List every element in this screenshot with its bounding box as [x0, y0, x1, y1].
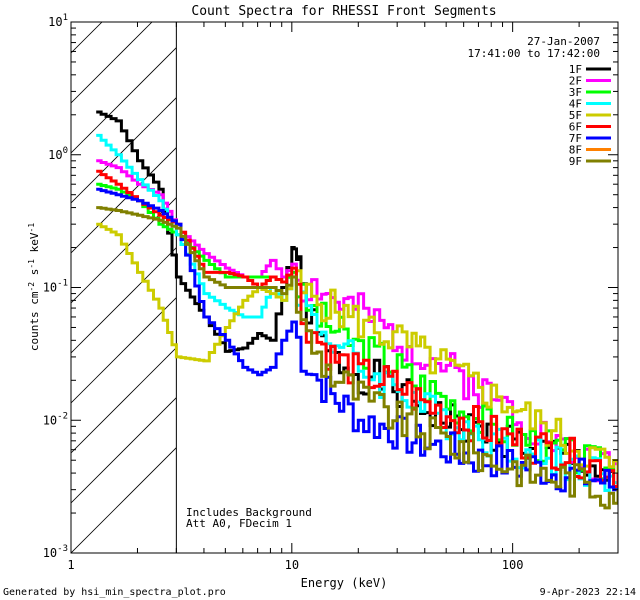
hatch-line: [71, 297, 177, 404]
legend-label-9F: 9F: [569, 155, 582, 168]
y-tick-label: 10-1: [43, 279, 68, 295]
annotation-background: Includes Background: [186, 506, 312, 519]
footer-generated-by: Generated by hsi_min_spectra_plot.pro: [3, 587, 226, 598]
legend-label-8F: 8F: [569, 144, 582, 157]
time-range-label: 17:41:00 to 17:42:00: [468, 47, 600, 60]
y-tick-label: 10-2: [43, 411, 68, 427]
plot-frame: [70, 21, 619, 554]
series-line-5F: [96, 222, 618, 474]
legend-label-1F: 1F: [569, 63, 582, 76]
legend-label-7F: 7F: [569, 132, 582, 145]
y-tick-label: 101: [48, 13, 68, 29]
annotation-attenuator: Att A0, FDecim 1: [186, 517, 292, 530]
legend-label-4F: 4F: [569, 98, 582, 111]
x-axis-label: Energy (keV): [301, 576, 388, 590]
legend-label-2F: 2F: [569, 75, 582, 88]
y-tick-label: 10-3: [43, 544, 68, 560]
hatch-line: [71, 147, 177, 254]
hatch-line: [71, 397, 177, 504]
y-tick-label: 100: [48, 146, 68, 162]
series-group: [96, 110, 618, 510]
y-axis-label: counts cm-2 s-1 keV-1: [27, 223, 41, 351]
hatch-line: [71, 447, 177, 553]
legend-label-6F: 6F: [569, 121, 582, 134]
x-tick-label: 1: [67, 558, 74, 572]
footer-timestamp: 9-Apr-2023 22:14: [539, 587, 636, 598]
axis-ticks: [70, 22, 619, 554]
legend-label-3F: 3F: [569, 86, 582, 99]
series-line-9F: [96, 206, 618, 510]
hatch-line: [71, 347, 177, 454]
legend-label-5F: 5F: [569, 109, 582, 122]
hatch-line: [71, 47, 177, 154]
hatch-line: [71, 247, 177, 354]
date-label: 27-Jan-2007: [527, 35, 600, 48]
x-tick-label: 10: [285, 558, 299, 572]
tick-labels: 1 10 100 10-3 10-2 10-1 100 101: [43, 13, 524, 572]
hatch-line: [71, 97, 177, 204]
hatch-line: [71, 0, 631, 3]
x-tick-label: 100: [502, 558, 524, 572]
chart-title: Count Spectra for RHESSI Front Segments: [191, 4, 496, 19]
